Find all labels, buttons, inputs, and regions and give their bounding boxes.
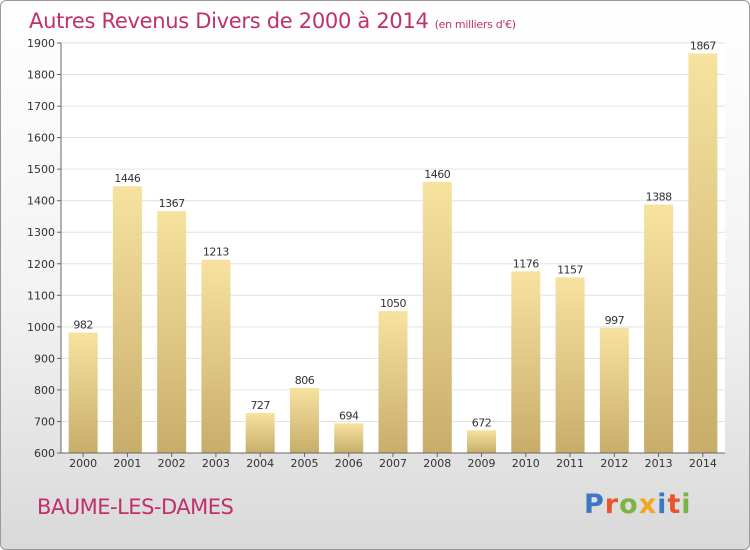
bar-2003: [201, 259, 231, 453]
x-tick-label-2014: 2014: [689, 457, 717, 470]
data-label-2011: 1157: [557, 263, 583, 276]
data-label-2009: 672: [472, 416, 492, 429]
bar-2011: [555, 277, 585, 453]
y-tick-label: 800: [34, 384, 55, 397]
y-tick-label: 700: [34, 415, 55, 428]
data-label-2000: 982: [73, 319, 93, 332]
x-tick-label-2006: 2006: [335, 457, 363, 470]
x-tick-label-2009: 2009: [468, 457, 496, 470]
x-tick-label-2012: 2012: [600, 457, 628, 470]
x-tick-label-2010: 2010: [512, 457, 540, 470]
logo-letter: i: [657, 489, 668, 520]
data-label-2007: 1050: [380, 297, 406, 310]
data-label-2001: 1446: [114, 172, 140, 185]
x-tick-label-2007: 2007: [379, 457, 407, 470]
logo-letter: P: [584, 489, 605, 520]
bar-2002: [157, 211, 187, 453]
bar-2001: [112, 186, 142, 453]
y-tick-label: 1100: [27, 289, 55, 302]
x-tick-label-2002: 2002: [158, 457, 186, 470]
bar-2000: [68, 332, 98, 453]
bar-2013: [644, 204, 674, 453]
bars: 982 1446 1367 1213 727 806 694 1050 1460 672 1176 1…: [68, 39, 718, 454]
city-name: BAUME-LES-DAMES: [37, 495, 234, 519]
data-label-2010: 1176: [513, 257, 539, 270]
y-tick-label: 1700: [27, 100, 55, 113]
data-label-2004: 727: [250, 399, 270, 412]
bar-2012: [599, 327, 629, 453]
bar-2009: [467, 430, 497, 453]
y-tick-label: 1200: [27, 258, 55, 271]
data-label-2003: 1213: [203, 246, 229, 259]
bar-2007: [378, 311, 408, 453]
x-tick-label-2005: 2005: [290, 457, 318, 470]
y-tick-label: 1300: [27, 226, 55, 239]
y-tick-label: 600: [34, 447, 55, 460]
chart-subtitle: (en milliers d'€): [434, 18, 516, 31]
x-tick-label-2011: 2011: [556, 457, 584, 470]
logo-letter: x: [638, 489, 658, 520]
logo-letter: o: [619, 489, 639, 520]
data-label-2013: 1388: [646, 190, 672, 203]
y-tick-label: 1500: [27, 163, 55, 176]
y-tick-label: 1400: [27, 195, 55, 208]
bar-2008: [422, 181, 452, 453]
x-tick-label-2003: 2003: [202, 457, 230, 470]
data-label-2012: 997: [605, 314, 625, 327]
y-axis: 600 700 800 900 1000 1100 1200 1300 1400 1500 1600…: [27, 37, 62, 460]
x-tick-label-2000: 2000: [69, 457, 97, 470]
logo-letter: r: [604, 489, 620, 520]
data-label-2006: 694: [339, 409, 359, 422]
bar-2006: [334, 423, 364, 453]
proxiti-logo: Proxiti: [584, 489, 692, 520]
x-tick-label-2004: 2004: [246, 457, 274, 470]
y-tick-label: 1000: [27, 321, 55, 334]
bar-2004: [245, 412, 275, 453]
x-tick-label-2013: 2013: [645, 457, 673, 470]
logo-letter: t: [667, 489, 682, 520]
data-label-2002: 1367: [159, 197, 185, 210]
y-tick-label: 900: [34, 352, 55, 365]
data-label-2005: 806: [295, 374, 315, 387]
x-tick-label-2001: 2001: [113, 457, 141, 470]
bar-2014: [688, 53, 718, 454]
x-tick-label-2008: 2008: [423, 457, 451, 470]
data-label-2014: 1867: [690, 39, 716, 52]
y-tick-label: 1900: [27, 37, 55, 50]
data-label-2008: 1460: [424, 168, 450, 181]
bar-2005: [289, 388, 319, 453]
x-axis: 2000 2001 2002 2003 2004 2005 2006 2007 2008 2009…: [61, 452, 725, 470]
chart-title: Autres Revenus Divers de 2000 à 2014 (en …: [29, 9, 516, 33]
y-tick-label: 1800: [27, 69, 55, 82]
y-tick-label: 1600: [27, 132, 55, 145]
bar-2010: [511, 271, 541, 453]
logo-letter: i: [681, 489, 692, 520]
chart-title-text: Autres Revenus Divers de 2000 à 2014: [29, 9, 429, 33]
